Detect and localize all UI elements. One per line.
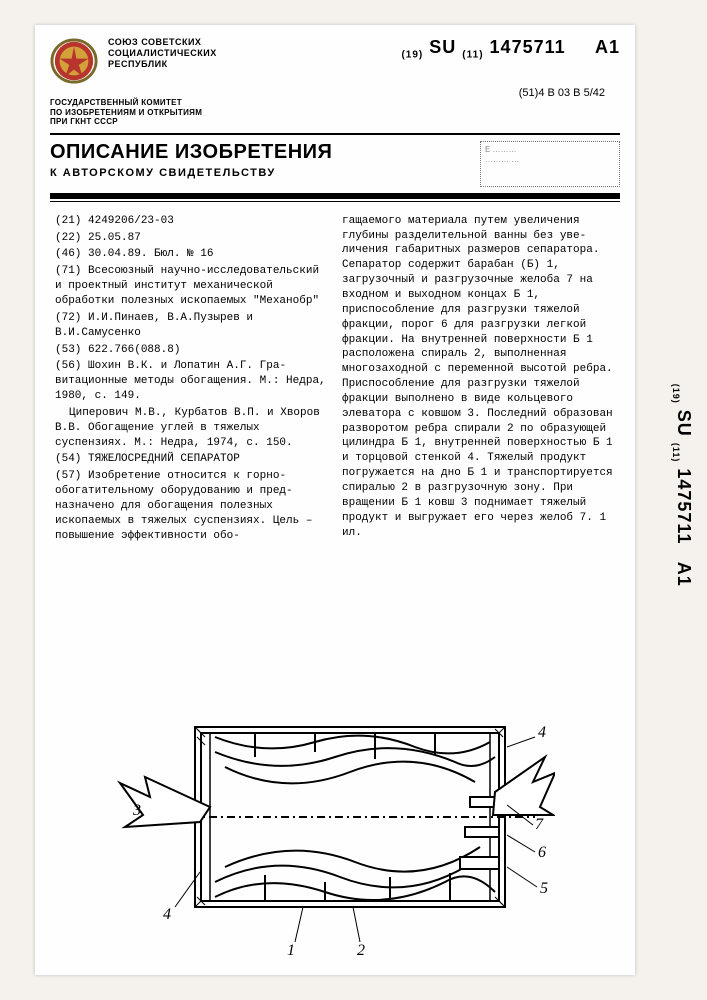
committee-l3: ПРИ ГКНТ СССР	[50, 117, 635, 127]
label-4r: 4	[538, 724, 546, 741]
label-3: 3	[132, 802, 141, 819]
ipc-code: (51)4 В 03 В 5/42	[519, 87, 605, 99]
body-columns: (21) 4249206/23-03 (22) 25.05.87 (46) 30…	[35, 202, 635, 546]
union-text: СОЮЗ СОВЕТСКИХ СОЦИАЛИСТИЧЕСКИХ РЕСПУБЛИ…	[108, 37, 217, 69]
pub-num: 1475711	[490, 37, 566, 57]
right-column: гащаемого материала путем увеличения глу…	[342, 214, 615, 546]
pub-cc: SU	[429, 37, 456, 57]
publication-code: (19) SU (11) 1475711 A1	[401, 37, 620, 61]
field-54: (54) ТЯЖЕЛОСРЕДНИЙ СЕПАРАТОР	[55, 452, 328, 467]
field-46: (46) 30.04.89. Бюл. № 16	[55, 247, 328, 262]
divider-thick	[50, 193, 620, 199]
field-56b: Циперович М.В., Курбатов В.П. и Хворов В…	[55, 406, 328, 451]
committee-l1: ГОСУДАРСТВЕННЫЙ КОМИТЕТ	[50, 98, 635, 108]
stamp-l2: Е ………	[485, 145, 615, 155]
label-2: 2	[357, 942, 365, 957]
side-mid: (11)	[672, 443, 682, 463]
side-kind: A1	[674, 562, 694, 587]
side-cc: SU	[674, 410, 694, 437]
title-main: ОПИСАНИЕ ИЗОБРЕТЕНИЯ	[50, 141, 332, 164]
label-1: 1	[287, 942, 295, 957]
field-57: (57) Изобретение относится к горно­обога…	[55, 469, 328, 543]
figure: 1 2 3 4 4 7 6 5	[115, 697, 555, 957]
title-text: ОПИСАНИЕ ИЗОБРЕТЕНИЯ К АВТОРСКОМУ СВИДЕТ…	[50, 141, 332, 179]
field-53: (53) 622.766(088.8)	[55, 343, 328, 358]
union-l1: СОЮЗ СОВЕТСКИХ	[108, 37, 217, 48]
title-block: ОПИСАНИЕ ИЗОБРЕТЕНИЯ К АВТОРСКОМУ СВИДЕТ…	[35, 135, 635, 187]
field-21: (21) 4249206/23-03	[55, 214, 328, 229]
header: СОЮЗ СОВЕТСКИХ СОЦИАЛИСТИЧЕСКИХ РЕСПУБЛИ…	[35, 25, 635, 90]
separator-diagram-icon: 1 2 3 4 4 7 6 5	[115, 697, 555, 957]
title-sub: К АВТОРСКОМУ СВИДЕТЕЛЬСТВУ	[50, 167, 332, 179]
side-num: 1475711	[674, 468, 694, 544]
abstract-cont: гащаемого материала путем увеличения глу…	[342, 214, 615, 541]
label-7: 7	[535, 816, 544, 833]
stamp-l3: ……… …	[485, 155, 615, 165]
union-l3: РЕСПУБЛИК	[108, 59, 217, 70]
field-22: (22) 25.05.87	[55, 231, 328, 246]
field-71: (71) Всесоюзный научно-исследователь­ски…	[55, 264, 328, 309]
committee-l2: ПО ИЗОБРЕТЕНИЯМ И ОТКРЫТИЯМ	[50, 108, 635, 118]
pub-prefix: (19)	[401, 50, 423, 61]
field-72: (72) И.И.Пинаев, В.А.Пузырев и В.И.Самус…	[55, 311, 328, 341]
page: СОЮЗ СОВЕТСКИХ СОЦИАЛИСТИЧЕСКИХ РЕСПУБЛИ…	[35, 25, 635, 975]
side-tab: (19) SU (11) 1475711 A1	[673, 270, 693, 700]
side-tab-text: (19) SU (11) 1475711 A1	[672, 383, 695, 586]
label-5: 5	[540, 880, 548, 897]
left-column: (21) 4249206/23-03 (22) 25.05.87 (46) 30…	[55, 214, 328, 546]
field-56: (56) Шохин В.К. и Лопатин А.Г. Гра­витац…	[55, 359, 328, 404]
state-emblem-icon	[50, 37, 98, 85]
library-stamp: Е ……… ……… …	[480, 141, 620, 187]
committee: ГОСУДАРСТВЕННЫЙ КОМИТЕТ ПО ИЗОБРЕТЕНИЯМ …	[50, 98, 635, 127]
label-4l: 4	[163, 906, 171, 923]
pub-mid: (11)	[462, 50, 483, 61]
side-pref: (19)	[672, 383, 682, 403]
label-6: 6	[538, 844, 546, 861]
union-l2: СОЦИАЛИСТИЧЕСКИХ	[108, 48, 217, 59]
pub-kind: A1	[595, 37, 620, 57]
